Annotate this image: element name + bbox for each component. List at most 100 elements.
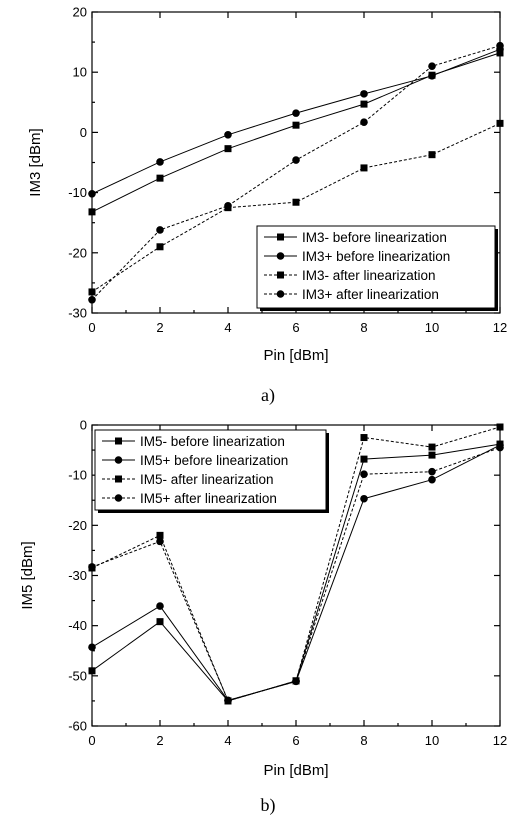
series-3-point-4 <box>360 164 368 172</box>
y-tick-label: -10 <box>68 185 87 200</box>
series-1-point-2 <box>224 145 232 153</box>
legend-label: IM5+ after linearization <box>140 491 277 506</box>
legend-label: IM3+ after linearization <box>302 287 439 302</box>
series-2-point-3 <box>292 109 300 117</box>
legend-label: IM5- after linearization <box>140 472 274 487</box>
series-4-point-0 <box>88 295 96 304</box>
series-3-point-1 <box>156 243 164 251</box>
x-tick-label: 10 <box>425 733 439 748</box>
series-3-point-0 <box>88 288 96 296</box>
series-2-point-5 <box>428 72 436 80</box>
series-4-point-4 <box>360 118 368 126</box>
series-2-point-2 <box>224 131 232 139</box>
figure-caption: a) <box>261 385 275 406</box>
legend-swatch-point-0 <box>115 437 122 445</box>
x-tick-label: 2 <box>156 733 163 748</box>
series-4-point-6 <box>496 41 504 50</box>
y-tick-label: 20 <box>73 5 87 20</box>
x-tick-label: 0 <box>88 320 95 335</box>
x-tick-label: 0 <box>88 733 95 748</box>
x-axis-label: Pin [dBm] <box>263 347 328 364</box>
y-tick-label: 0 <box>80 125 87 140</box>
legend-swatch-point-0 <box>277 233 284 241</box>
series-3-point-5 <box>428 151 436 159</box>
y-tick-label: -20 <box>68 245 87 260</box>
series-2-point-5 <box>428 475 436 484</box>
series-1-point-4 <box>360 455 368 463</box>
series-2-point-0 <box>88 643 96 652</box>
series-1 <box>88 49 504 216</box>
series-4-point-2 <box>224 696 232 705</box>
y-tick-label: 0 <box>80 418 87 433</box>
x-tick-label: 2 <box>156 320 163 335</box>
series-1-point-1 <box>156 174 164 182</box>
legend-box <box>94 429 327 511</box>
series-3-point-4 <box>360 434 368 442</box>
series-3-point-1 <box>156 531 164 539</box>
x-tick-label: 8 <box>360 320 367 335</box>
x-tick-label: 6 <box>292 733 299 748</box>
legend: IM5- before linearization IM5+ before lin… <box>94 429 329 513</box>
legend-swatch-point-3 <box>276 290 285 298</box>
y-axis-label: IM3 [dBm] <box>27 128 44 196</box>
y-tick-label: -40 <box>68 618 87 633</box>
y-tick-label: -50 <box>68 668 87 683</box>
series-1-point-5 <box>428 451 436 459</box>
y-tick-label: -10 <box>68 468 87 483</box>
series-4-point-1 <box>156 226 164 234</box>
series-4-point-3 <box>292 156 300 164</box>
series-3-point-6 <box>496 119 504 127</box>
series-line <box>91 48 501 195</box>
series-4-point-0 <box>88 563 96 571</box>
legend-label: IM5- before linearization <box>140 434 285 449</box>
x-tick-label: 4 <box>224 733 231 748</box>
chart-a: 0 2 4 6 8 10 12 -30 -20 -10 0 10 20 Pin [dBm] IM3 [dBm… <box>27 5 507 407</box>
figure-caption: b) <box>261 795 276 816</box>
series-2-point-4 <box>360 494 368 503</box>
chart-b: 0 2 4 6 8 10 12 -60 -50 -40 -30 -20 -10 0 Pin [dBm] IM5… <box>19 418 507 817</box>
series-2-point-1 <box>156 158 164 166</box>
y-tick-label: -30 <box>68 306 87 321</box>
legend-swatch-point-2 <box>277 271 284 279</box>
legend-swatch-point-2 <box>115 475 122 483</box>
y-tick-label: -60 <box>68 719 87 734</box>
series-3-point-5 <box>428 443 436 451</box>
series-1-point-0 <box>88 208 96 216</box>
series-4-point-6 <box>496 443 504 452</box>
y-tick-label: -20 <box>68 518 87 533</box>
legend-label: IM3- before linearization <box>302 230 447 245</box>
legend-label: IM3- after linearization <box>302 268 436 283</box>
y-axis-label: IM5 [dBm] <box>19 541 36 609</box>
legend-swatch-point-1 <box>276 252 285 260</box>
series-2 <box>88 45 504 198</box>
y-tick-label: 10 <box>73 65 87 80</box>
series-4-point-4 <box>360 470 368 478</box>
series-4-point-1 <box>156 537 164 546</box>
series-4-point-5 <box>428 467 436 476</box>
series-2-point-1 <box>156 602 164 610</box>
series-3-point-3 <box>292 198 300 206</box>
x-tick-label: 12 <box>493 320 507 335</box>
legend-label: IM5+ before linearization <box>140 453 288 468</box>
series-2-point-0 <box>88 190 96 198</box>
legend: IM3- before linearization IM3+ before lin… <box>256 225 498 311</box>
series-4-point-5 <box>428 62 436 70</box>
legend-label: IM3+ before linearization <box>302 249 450 264</box>
series-1-point-3 <box>292 121 300 129</box>
x-tick-label: 8 <box>360 733 367 748</box>
series-1-point-0 <box>88 667 96 675</box>
y-tick-label: -30 <box>68 568 87 583</box>
series-1-point-4 <box>360 100 368 108</box>
series-line <box>91 52 501 213</box>
x-tick-label: 12 <box>493 733 507 748</box>
x-tick-label: 6 <box>292 320 299 335</box>
x-tick-label: 4 <box>224 320 231 335</box>
series-2-point-4 <box>360 90 368 98</box>
series-4-point-2 <box>224 202 232 210</box>
legend-swatch-point-3 <box>114 494 123 502</box>
legend-swatch-point-1 <box>114 456 123 464</box>
series-1-point-1 <box>156 618 164 626</box>
series-4-point-3 <box>292 677 300 686</box>
series-3-point-6 <box>496 423 504 431</box>
